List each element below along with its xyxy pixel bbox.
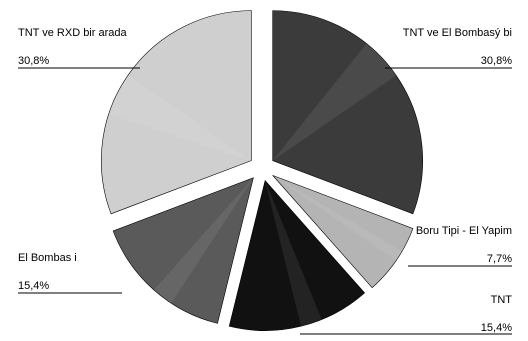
slice-label: TNT xyxy=(491,294,513,306)
pie-slice xyxy=(101,10,252,215)
slice-label: TNT ve RXD bir arada xyxy=(18,27,127,39)
slice-value-label: 30,8% xyxy=(18,55,49,67)
pie-slice xyxy=(112,177,254,324)
slice-value-label: 30,8% xyxy=(481,55,512,67)
slice-label: TNT ve El Bombasý bi xyxy=(403,27,512,39)
slice-value-label: 15,4% xyxy=(481,322,512,334)
pie-slice-shading xyxy=(272,175,402,261)
pie-slice xyxy=(272,10,423,215)
pie-slice xyxy=(228,179,366,331)
slice-label: Boru Tipi - El Yapim xyxy=(416,225,512,237)
slice-label: El Bombas i xyxy=(18,252,77,264)
pie-slice-shading xyxy=(272,43,397,161)
pie-slice-shading xyxy=(108,75,252,161)
pie-slice xyxy=(272,175,414,289)
pie-slice-shading xyxy=(265,180,322,327)
slice-value-label: 15,4% xyxy=(18,280,49,292)
slice-value-label: 7,7% xyxy=(487,253,512,265)
pie-slice-shading xyxy=(153,177,254,304)
